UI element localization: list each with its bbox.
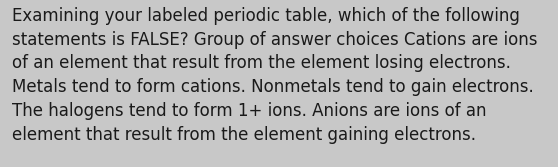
Text: Examining your labeled periodic table, which of the following
statements is FALS: Examining your labeled periodic table, w… bbox=[12, 7, 538, 144]
